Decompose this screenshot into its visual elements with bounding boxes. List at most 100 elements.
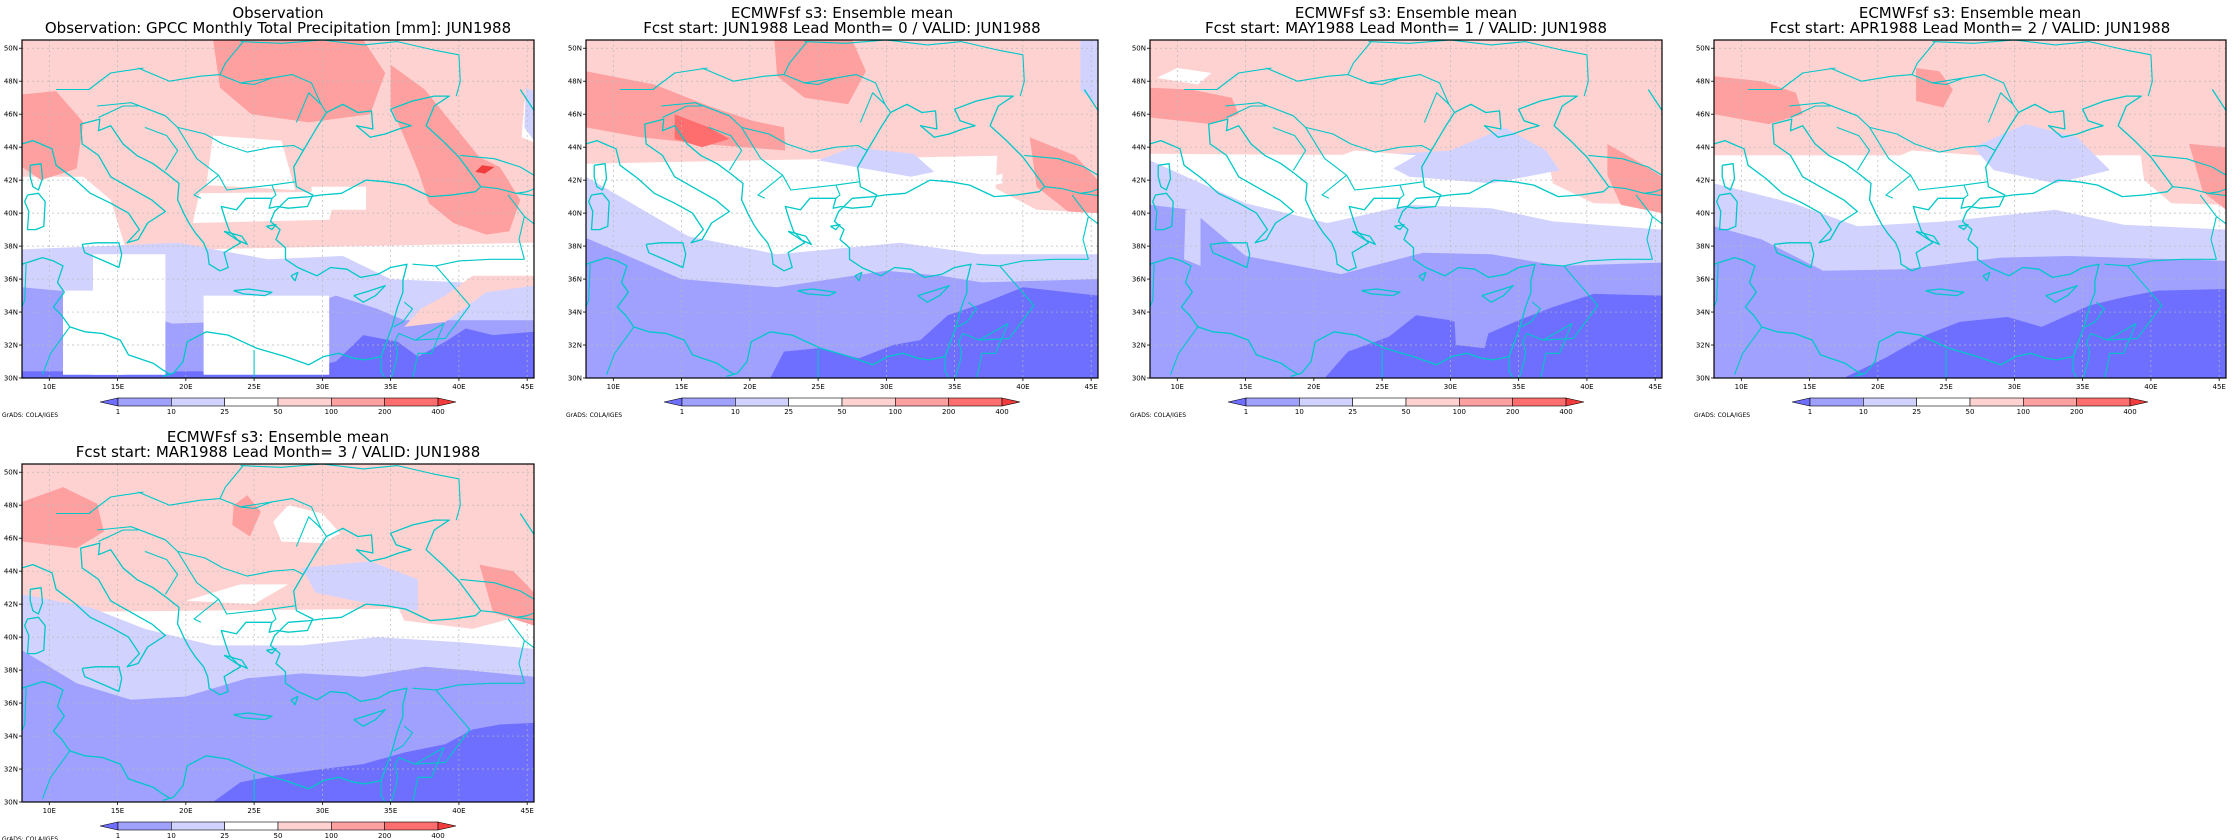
colorbar-swatch <box>1459 397 1513 407</box>
coastline <box>1361 288 1401 297</box>
x-tick-label: 30E <box>316 383 329 391</box>
precip-contour <box>1864 150 1981 179</box>
coastline <box>29 587 44 615</box>
x-tick-label: 40E <box>452 383 465 391</box>
y-tick-label: 42N <box>1132 177 1146 185</box>
country-border <box>1346 174 1424 191</box>
country-border <box>1789 102 1996 153</box>
country-border <box>783 41 808 75</box>
country-border <box>98 105 139 118</box>
country-border <box>835 184 841 199</box>
panel-subtitle: Fcst start: MAR1988 Lead Month= 3 / VALI… <box>76 443 480 461</box>
x-tick-label: 10E <box>1735 383 1748 391</box>
country-border <box>1932 77 1965 86</box>
colorbar-label: 25 <box>1348 408 1357 416</box>
y-tick-label: 46N <box>4 111 18 119</box>
y-tick-label: 32N <box>4 766 18 774</box>
coastline <box>2225 165 2226 166</box>
precip-contour <box>475 165 495 174</box>
precip-contour <box>93 254 166 375</box>
precip-contour <box>1973 124 2110 184</box>
coastline <box>290 695 299 706</box>
x-tick-label: 35E <box>2076 383 2089 391</box>
map-frame <box>1713 39 2227 379</box>
y-tick-label: 50N <box>1132 45 1146 53</box>
panel-subtitle: Fcst start: JUN1988 Lead Month= 0 / VALI… <box>643 19 1040 37</box>
x-tick-label: 40E <box>1016 383 1029 391</box>
colorbar-label: 10 <box>1859 408 1868 416</box>
coastline <box>1150 256 1300 376</box>
colorbar-label: 400 <box>1559 408 1572 416</box>
country-border <box>1225 102 1432 153</box>
country-border <box>412 682 525 691</box>
y-tick-label: 32N <box>4 342 18 350</box>
country-border <box>240 77 273 86</box>
colorbar-swatch <box>681 397 736 407</box>
country-border <box>1588 154 1662 197</box>
country-border <box>41 750 71 799</box>
country-border <box>1521 301 1542 328</box>
x-tick-label: 25E <box>1375 383 1388 391</box>
country-border <box>240 40 461 97</box>
precip-contour <box>1300 150 1417 179</box>
country-border <box>1932 40 2153 97</box>
coastline <box>22 519 482 802</box>
colorbar-swatch <box>117 397 172 407</box>
precip-contour <box>1714 155 2226 233</box>
country-border <box>1644 188 1662 194</box>
coastline <box>593 163 608 191</box>
coastline <box>22 680 172 800</box>
country-border <box>1347 41 1372 75</box>
colorbar-swatch <box>331 821 385 831</box>
precip-contour <box>311 186 367 210</box>
y-tick-label: 36N <box>568 276 582 284</box>
colorbar-swatch <box>1227 397 1247 407</box>
x-tick-label: 10E <box>43 807 56 815</box>
colorbar-swatch <box>1001 397 1021 407</box>
country-border <box>1226 105 1267 118</box>
country-border <box>137 67 327 113</box>
x-tick-label: 30E <box>1444 383 1457 391</box>
y-tick-label: 48N <box>1132 78 1146 86</box>
coastline <box>29 163 44 191</box>
coastline <box>22 256 172 376</box>
coastline <box>233 712 273 721</box>
country-border <box>741 127 784 199</box>
colorbar-swatch <box>1809 397 1864 407</box>
precip-contour <box>674 114 730 148</box>
coastline <box>1394 224 1405 231</box>
y-tick-label: 42N <box>4 177 18 185</box>
country-border <box>137 491 327 537</box>
coastline <box>533 589 534 590</box>
country-border <box>1526 265 1599 341</box>
coastline <box>223 654 248 670</box>
country-border <box>1368 77 1401 86</box>
country-border <box>240 501 273 510</box>
coastline <box>266 224 277 231</box>
colorbar-label: 100 <box>325 832 338 840</box>
y-tick-label: 44N <box>1132 144 1146 152</box>
precip-contour <box>213 40 386 123</box>
coastline <box>1714 256 1864 376</box>
precip-contour <box>1184 209 1201 266</box>
coastline <box>1418 271 1427 282</box>
x-tick-label: 10E <box>1171 383 1184 391</box>
x-tick-label: 10E <box>43 383 56 391</box>
colorbar-swatch <box>1969 397 2024 407</box>
panel-title: ECMWFsf s3: Ensemble mean <box>1859 4 2081 22</box>
country-border <box>1024 154 1098 197</box>
colorbar-swatch <box>384 397 439 407</box>
y-tick-label: 36N <box>4 700 18 708</box>
precip-contour <box>192 191 336 223</box>
x-tick-label: 35E <box>384 807 397 815</box>
colorbar-swatch <box>277 397 332 407</box>
country-border <box>2152 154 2226 197</box>
colorbar-swatch <box>1512 397 1567 407</box>
precip-contour <box>524 87 534 141</box>
colorbar: 1 10 25 50 100 200 400 <box>1791 397 2149 416</box>
country-border <box>1423 92 1450 123</box>
precip-contour <box>273 505 341 544</box>
